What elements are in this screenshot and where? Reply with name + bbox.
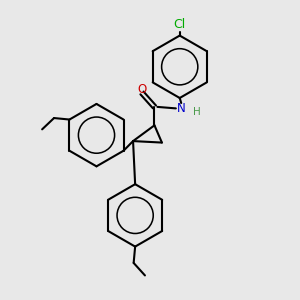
Text: H: H bbox=[193, 107, 200, 117]
Text: N: N bbox=[177, 102, 186, 115]
Text: O: O bbox=[137, 83, 147, 97]
Text: Cl: Cl bbox=[174, 18, 186, 31]
